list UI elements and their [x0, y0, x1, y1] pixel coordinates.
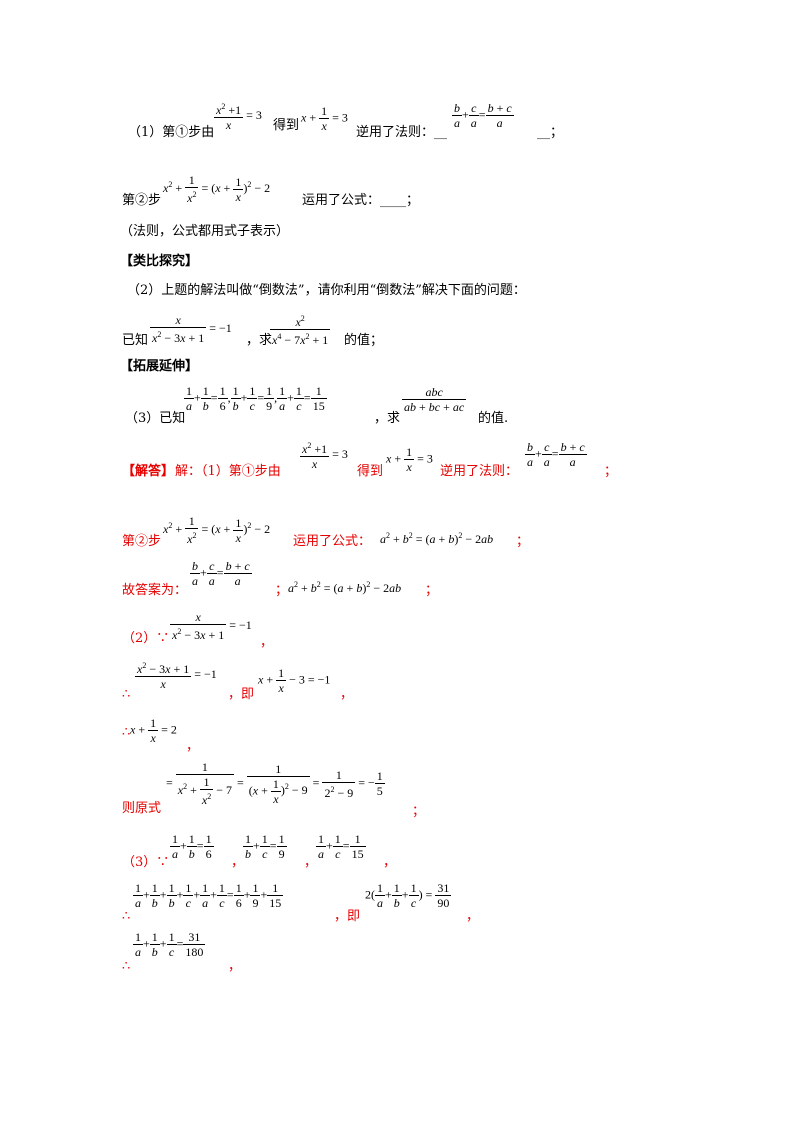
- p1-rule-end: __；: [537, 125, 564, 140]
- formula-x2-over-quartic: x2 x4 − 7x2 + 1: [270, 314, 331, 347]
- answer-q3-ie: ，即: [334, 909, 361, 924]
- answer-q3-therefore-1: ∴: [122, 909, 131, 924]
- p2-value-text: 的值；: [344, 333, 384, 348]
- answer-q3-comma-4: ，: [466, 909, 480, 924]
- p2-known-text: 已知: [122, 333, 149, 348]
- answer-formula-text: 运用了公式：: [293, 534, 372, 549]
- formula-x2-plus-1-over-x2: x2 + 1 x2 = (x + 1 x)2 − 2: [163, 173, 271, 205]
- answer-q3-eq3: 1 a +1 c = 1 15: [316, 832, 366, 861]
- p2-description: （2）上题的解法叫做“倒数法”，请你利用“倒数法”解决下面的问题：: [127, 283, 526, 298]
- answer-q2-therefore-2: ∴: [122, 725, 131, 740]
- p3-ask-text: ，求: [374, 411, 401, 426]
- answer-step2-text: 第②步: [122, 534, 162, 549]
- answer-formula-x2-plus-1-over-x2: x2 + 1 x2 = (x + 1 x)2 − 2: [163, 514, 271, 546]
- answer-q2-therefore-1: ∴: [122, 687, 131, 702]
- answer-q2-ie: ，即: [228, 687, 255, 702]
- formula-reciprocal-sums: 1 a +1 b = 1 6, 1 b +1 c = 1 9, 1 a +1 c = 1 15: [184, 384, 327, 413]
- section-extend-heading: 【拓展延伸】: [120, 359, 199, 374]
- answer-get-text: 得到: [357, 464, 384, 479]
- answer-rule-end: ；: [604, 464, 618, 479]
- answer-step2-end: ；: [516, 534, 530, 549]
- answer-q2-given: x x2 − 3x + 1 = −1: [170, 610, 252, 642]
- answer-rule-text: 逆用了法则：: [440, 464, 519, 479]
- p1-get-text: 得到: [273, 118, 300, 133]
- answer-q2-comma-2: ，: [340, 687, 354, 702]
- p2-ask-text: ，求: [246, 333, 273, 348]
- answer-sep-1: ；: [275, 583, 289, 598]
- answer-q3-comma-3: ，: [383, 855, 397, 870]
- formula-x-over-quadratic: x x2 − 3x + 1 = −1: [150, 313, 232, 345]
- answer-formula-x2plus1-over-x: x2 +1 x = 3: [300, 441, 348, 471]
- answer-sep-2: ；: [425, 583, 439, 598]
- formula-abc-over-sum: abc ab + bc + ac: [402, 385, 467, 414]
- answer-q3-doubled: 2(1 a +1 b +1 c) = 31 90: [365, 881, 452, 910]
- formula-x2plus1-over-x-eq-3: x2 +1 x = 3: [214, 102, 262, 132]
- answer-q3-eq1: 1 a +1 b = 1 6: [170, 832, 214, 861]
- answer-q3-comma-5: ，: [228, 959, 242, 974]
- p1-formula-text: 运用了公式：____；: [302, 193, 420, 208]
- answer-q3-final: 1 a +1 b +1 c = 31 180: [133, 930, 206, 959]
- answer-formula-square-identity: a2 + b2 = (a + b)2 − 2ab: [380, 531, 494, 546]
- answer-p1-text: 解：（1）第①步由: [175, 464, 281, 479]
- answer-q3-comma-2: ，: [304, 855, 318, 870]
- answer-q3-comma-1: ，: [231, 855, 245, 870]
- answer-q3-eq2: 1 b +1 c = 1 9: [243, 832, 287, 861]
- p3-value-text: 的值.: [478, 411, 509, 426]
- answer-q2-comma-1: ，: [260, 635, 274, 650]
- answer-q2-evaluation: = 1 x2 + 1 x2 − 7 = 1 (x + 1 x)2 − 9 = 1 22 −…: [166, 760, 385, 807]
- answer-q3-sum: 1 a +1 b +1 b +1 c +1 a +1 c = 1 6 +1 9 +1 15: [133, 881, 284, 910]
- answer-q2-comma-3: ，: [186, 739, 200, 754]
- p1-note: （法则，公式都用式子表示）: [120, 224, 290, 239]
- answer-label: 【解答】: [122, 464, 175, 479]
- p1-rule-text: 逆用了法则：__: [356, 125, 448, 140]
- answer-q3-therefore-2: ∴: [122, 959, 131, 974]
- answer-therefore-text: 故答案为：: [122, 583, 188, 598]
- answer-q2-end: ；: [412, 804, 426, 819]
- answer-summary-identity: a2 + b2 = (a + b)2 − 2ab: [288, 580, 402, 595]
- section-analogy-heading: 【类比探究】: [120, 254, 199, 269]
- answer-q3-since: （3）∵: [122, 855, 170, 870]
- answer-q2-since: （2）∵: [122, 631, 170, 646]
- p3-known-text: （3）已知: [125, 411, 186, 426]
- p1-step1-text: （1）第①步由: [128, 125, 215, 140]
- answer-q2-original: 则原式: [122, 801, 162, 816]
- p1-step2-text: 第②步: [122, 193, 162, 208]
